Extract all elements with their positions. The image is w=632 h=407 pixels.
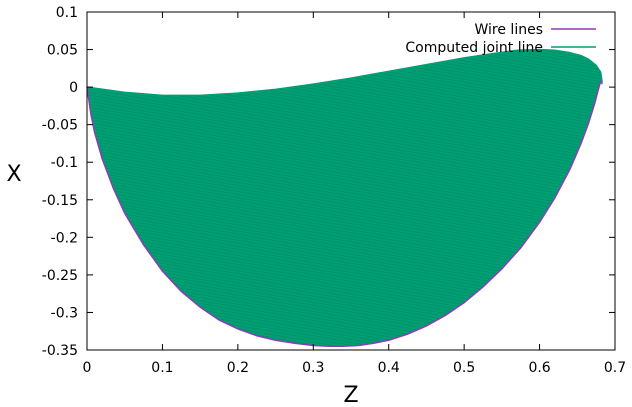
y-tick-label: -0.25 (42, 268, 78, 284)
plot-frame (86, 11, 616, 351)
y-tick-label: -0.35 (42, 343, 78, 359)
y-axis-label: X (6, 162, 21, 187)
y-tick-label: -0.15 (42, 193, 78, 209)
y-tick-label: -0.05 (42, 118, 78, 134)
x-tick-label: 0.2 (227, 360, 249, 376)
x-axis-label: Z (343, 383, 358, 407)
legend-label: Computed joint line (405, 40, 543, 56)
x-tick-label: 0.6 (528, 360, 550, 376)
x-tick-label: 0.1 (151, 360, 173, 376)
y-tick-label: 0.05 (47, 43, 78, 59)
x-tick-label: 0.4 (378, 360, 400, 376)
computed-joint-line-series (86, 48, 603, 97)
ticks: 0 0.1 0.2 0.3 0.4 0.5 0.6 0.7 0.1 0.05 0 -0.05 -0.1 -… (42, 5, 626, 376)
legend: Wire lines Computed joint line (405, 22, 596, 56)
y-tick-label: -0.2 (51, 230, 78, 246)
y-tick-label: -0.1 (51, 155, 78, 171)
y-tick-label: 0.1 (56, 5, 78, 21)
x-tick-label: 0 (83, 360, 92, 376)
y-tick-label: 0 (69, 80, 78, 96)
surface-fill (87, 49, 603, 347)
wire-lines-series (86, 79, 603, 347)
series-layer (86, 48, 603, 347)
legend-label: Wire lines (475, 22, 544, 38)
x-tick-label: 0.5 (453, 360, 475, 376)
y-tick-label: -0.3 (51, 305, 78, 321)
x-tick-label: 0.7 (604, 360, 626, 376)
x-tick-label: 0.3 (302, 360, 324, 376)
surface-area (87, 49, 603, 347)
